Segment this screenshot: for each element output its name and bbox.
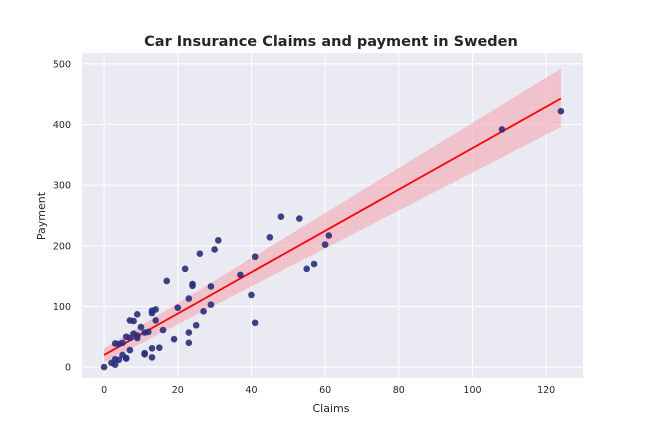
data-point — [133, 311, 141, 318]
data-point — [192, 321, 200, 329]
data-point — [251, 319, 259, 327]
data-point — [148, 354, 156, 361]
data-point — [159, 326, 167, 334]
chart-title: Car Insurance Claims and payment in Swed… — [144, 34, 518, 50]
data-point — [141, 329, 148, 336]
data-point — [321, 241, 329, 248]
data-point — [126, 346, 134, 354]
data-point — [207, 301, 215, 308]
grid — [82, 53, 583, 378]
data-point — [148, 344, 156, 352]
x-tick-label: 0 — [101, 385, 107, 396]
data-point — [211, 246, 218, 253]
data-point — [277, 213, 285, 221]
y-tick-label: 300 — [53, 181, 71, 192]
data-point — [310, 260, 318, 268]
data-point — [152, 317, 159, 324]
regression-line-group — [103, 97, 562, 356]
data-point — [251, 253, 259, 261]
data-point — [148, 309, 156, 317]
data-point — [200, 308, 207, 315]
data-point — [498, 126, 506, 133]
data-point — [174, 304, 182, 311]
data-point — [303, 265, 311, 273]
data-point — [141, 351, 148, 358]
data-point — [266, 234, 274, 241]
data-point — [557, 107, 565, 115]
data-points — [100, 107, 565, 371]
data-point — [111, 340, 119, 347]
confidence-band — [104, 68, 561, 363]
y-tick-label: 200 — [53, 241, 71, 252]
data-point — [163, 277, 171, 285]
data-point — [137, 323, 145, 331]
x-tick-label: 120 — [537, 385, 555, 396]
data-point — [181, 265, 189, 273]
data-point — [237, 271, 244, 279]
x-tick-label: 20 — [172, 385, 184, 396]
data-point — [215, 237, 222, 244]
data-point — [185, 339, 193, 347]
regression-line — [103, 97, 562, 356]
y-tick-labels: 0 100 200 300 400 500 — [53, 59, 71, 373]
y-tick-label: 500 — [53, 59, 71, 70]
data-point — [325, 232, 333, 239]
x-axis-label: Claims — [313, 402, 350, 415]
confidence-band-group — [104, 68, 561, 363]
data-point — [108, 359, 115, 367]
data-point — [119, 351, 126, 359]
data-point — [100, 363, 108, 371]
y-axis-label: Payment — [35, 191, 48, 240]
data-point — [156, 344, 163, 351]
data-point — [185, 295, 193, 302]
data-point — [207, 283, 215, 290]
data-point — [122, 333, 130, 341]
x-tick-label: 60 — [319, 385, 331, 396]
x-tick-label: 80 — [393, 385, 405, 396]
data-point — [189, 282, 196, 290]
data-point — [185, 329, 193, 336]
y-tick-label: 400 — [53, 120, 71, 131]
x-tick-label: 100 — [463, 385, 481, 396]
x-tick-labels: 0 20 40 60 80 100 120 — [101, 385, 555, 396]
data-point — [126, 317, 134, 324]
x-tick-label: 40 — [245, 385, 257, 396]
data-point — [296, 215, 303, 222]
y-tick-label: 100 — [53, 302, 71, 313]
data-point — [196, 250, 204, 257]
data-point — [248, 291, 255, 299]
y-tick-label: 0 — [65, 363, 71, 374]
data-point — [170, 335, 178, 343]
